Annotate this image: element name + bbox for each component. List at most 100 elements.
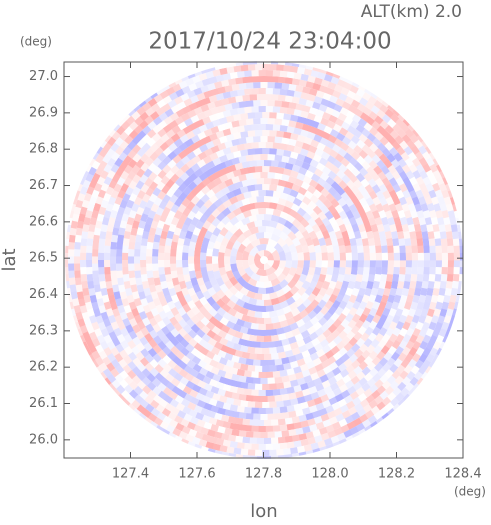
texture-cell [212,69,222,77]
texture-cell [69,227,77,236]
texture-cell [317,440,326,449]
texture-cell [127,170,137,180]
texture-cell [315,421,325,430]
texture-cell [229,422,238,430]
texture-cell [186,200,196,211]
texture-cell [293,384,302,393]
texture-cell [301,142,311,151]
texture-cell [75,227,83,236]
texture-cell [208,417,218,426]
texture-cell [337,273,345,283]
texture-cell [180,398,191,408]
texture-cell [392,314,401,325]
texture-cell [304,169,315,179]
texture-cell [291,61,301,68]
texture-cell [170,270,178,279]
texture-cell [351,197,361,207]
texture-cell [388,333,398,344]
texture-cell [263,353,272,360]
texture-cell [141,230,150,240]
texture-cell [229,216,240,226]
texture-cell [412,340,422,351]
texture-cell [373,395,384,405]
texture-cell [444,287,452,297]
texture-cell [334,153,345,163]
texture-cell [350,325,360,335]
texture-cell [77,192,86,202]
texture-cell [310,337,321,347]
texture-cell [102,356,112,366]
texture-cell [432,341,442,351]
texture-cell [311,173,321,183]
texture-cell [110,241,118,250]
texture-cell [306,325,317,336]
texture-cell [267,395,275,402]
texture-cell [272,443,281,450]
texture-cell [135,158,145,169]
texture-cell [315,90,325,99]
texture-cell [381,380,392,390]
texture-cell [239,204,249,213]
texture-cell [108,294,116,304]
texture-cell [177,360,188,370]
texture-cell [281,101,290,109]
texture-cell [418,353,428,364]
x-tick-label: 128.4 [444,467,481,482]
texture-cell [358,413,369,423]
texture-cell [164,340,175,350]
texture-cell [157,190,167,200]
texture-cell [232,398,242,407]
texture-cell [98,362,108,372]
texture-cell [401,164,411,174]
texture-cell [175,402,186,412]
texture-cell [222,439,231,447]
texture-cell [210,144,220,154]
texture-cell [365,210,375,220]
texture-cell [288,301,299,312]
texture-cell [259,359,268,366]
texture-cell [188,263,195,272]
texture-cell [116,248,123,257]
texture-cell [203,208,213,218]
texture-cell [148,193,158,203]
texture-cell [399,267,406,275]
texture-cell [270,334,280,342]
texture-cell [294,352,304,361]
texture-cell [258,371,266,378]
texture-cell [210,423,219,432]
texture-cell [265,124,274,131]
texture-cell [327,340,338,350]
texture-cell [352,129,363,139]
texture-cell [349,237,357,247]
texture-cell [263,299,272,307]
texture-cell [194,431,204,440]
texture-cell [328,293,338,304]
texture-cell [272,389,281,396]
texture-cell [215,362,225,371]
texture-cell [320,413,330,422]
texture-cell [289,360,299,369]
texture-cell [141,408,152,418]
texture-cell [375,190,385,200]
texture-cell [272,208,282,217]
texture-cell [74,248,81,257]
texture-cell [135,330,145,340]
texture-cell [98,206,107,216]
texture-cell [373,345,383,355]
texture-cell [111,277,119,286]
texture-cell [65,223,72,233]
texture-cell [299,363,309,372]
texture-cell [348,203,358,214]
texture-cell [236,368,245,377]
texture-cell [258,70,267,77]
texture-cell [198,387,208,396]
texture-cell [196,233,205,243]
texture-cell [407,358,417,369]
texture-cell [186,89,197,99]
texture-cell [263,317,272,324]
texture-cell [122,245,129,253]
texture-cell [110,346,120,357]
texture-cell [93,308,102,318]
texture-cell [122,237,130,247]
texture-cell [199,143,209,153]
